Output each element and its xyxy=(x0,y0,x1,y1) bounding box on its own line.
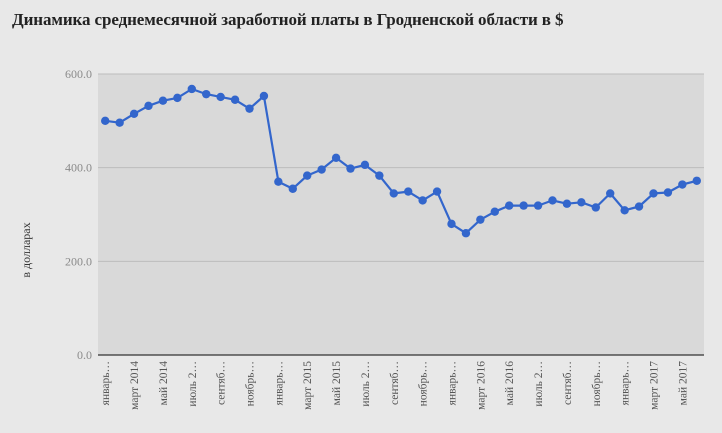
data-point[interactable] xyxy=(129,109,139,119)
x-tick-label: март 2017 xyxy=(649,361,661,410)
data-point[interactable] xyxy=(577,198,586,207)
x-tick-label: сентяб… xyxy=(389,361,401,405)
y-axis-title: в долларах xyxy=(19,222,33,277)
x-tick-label: ноябрь… xyxy=(245,361,257,406)
data-point[interactable] xyxy=(649,189,658,198)
data-point[interactable] xyxy=(634,202,644,211)
data-point[interactable] xyxy=(187,84,196,94)
x-tick-label: май 2017 xyxy=(677,361,689,406)
data-point[interactable] xyxy=(360,160,370,170)
data-point[interactable] xyxy=(548,196,557,205)
x-tick-label: январь… xyxy=(620,361,632,405)
y-axis-ticks: 0.0 200.0 400.0 600.0 xyxy=(65,67,92,362)
data-point[interactable] xyxy=(461,229,471,238)
data-point[interactable] xyxy=(259,91,269,101)
y-tick-label: 200.0 xyxy=(65,254,92,268)
plot-area xyxy=(98,74,704,355)
data-point[interactable] xyxy=(303,171,312,180)
data-point[interactable] xyxy=(663,188,673,197)
data-point[interactable] xyxy=(432,187,442,196)
data-point[interactable] xyxy=(202,89,211,99)
data-point[interactable] xyxy=(389,189,398,198)
chart-title: Динамика среднемесячной заработной платы… xyxy=(12,10,564,29)
x-tick-label: июль 2… xyxy=(533,361,545,407)
x-tick-label: июль 2… xyxy=(187,361,199,407)
x-tick-label: май 2016 xyxy=(504,361,516,406)
data-point[interactable] xyxy=(375,171,384,180)
data-point[interactable] xyxy=(447,219,456,229)
data-point[interactable] xyxy=(245,104,254,113)
x-tick-label: март 2016 xyxy=(475,361,487,410)
data-point[interactable] xyxy=(158,96,168,105)
x-tick-label: январь… xyxy=(100,361,112,405)
data-point[interactable] xyxy=(620,206,629,215)
data-point[interactable] xyxy=(490,207,499,216)
data-point[interactable] xyxy=(317,165,326,174)
data-point[interactable] xyxy=(101,116,110,126)
x-tick-label: июль 2… xyxy=(360,361,372,407)
data-point[interactable] xyxy=(606,189,615,198)
data-point[interactable] xyxy=(216,92,225,102)
data-point[interactable] xyxy=(533,201,543,210)
x-tick-label: март 2014 xyxy=(129,361,141,410)
x-tick-label: январь… xyxy=(273,361,285,405)
data-point[interactable] xyxy=(230,95,240,104)
data-point[interactable] xyxy=(144,101,153,111)
data-point[interactable] xyxy=(418,196,427,205)
data-point[interactable] xyxy=(288,184,297,193)
data-point[interactable] xyxy=(404,187,413,196)
gridlines xyxy=(98,73,704,262)
data-point[interactable] xyxy=(562,199,572,208)
data-point[interactable] xyxy=(678,180,687,189)
data-point[interactable] xyxy=(476,215,485,224)
y-tick-label: 400.0 xyxy=(65,161,92,175)
x-tick-label: ноябрь… xyxy=(418,361,430,406)
x-tick-label: май 2014 xyxy=(158,361,170,406)
data-point[interactable] xyxy=(519,201,528,210)
x-tick-label: ноябрь… xyxy=(591,361,603,406)
x-axis-ticks: январь… март 2014 май 2014 июль 2… сентяб… но… xyxy=(100,361,689,410)
data-point[interactable] xyxy=(115,118,124,127)
y-tick-label: 0.0 xyxy=(77,348,92,362)
data-point[interactable] xyxy=(274,177,283,186)
data-series xyxy=(101,84,701,238)
data-point[interactable] xyxy=(505,201,514,210)
data-point[interactable] xyxy=(346,164,355,173)
data-point[interactable] xyxy=(692,176,701,185)
x-tick-label: май 2015 xyxy=(331,361,343,406)
x-tick-label: март 2015 xyxy=(302,361,314,410)
data-point[interactable] xyxy=(173,93,182,103)
y-tick-label: 600.0 xyxy=(65,67,92,81)
data-point[interactable] xyxy=(591,203,600,212)
data-point[interactable] xyxy=(331,153,341,163)
x-tick-label: сентяб… xyxy=(216,361,228,405)
x-tick-label: январь… xyxy=(447,361,459,405)
x-tick-label: сентяб… xyxy=(562,361,574,405)
